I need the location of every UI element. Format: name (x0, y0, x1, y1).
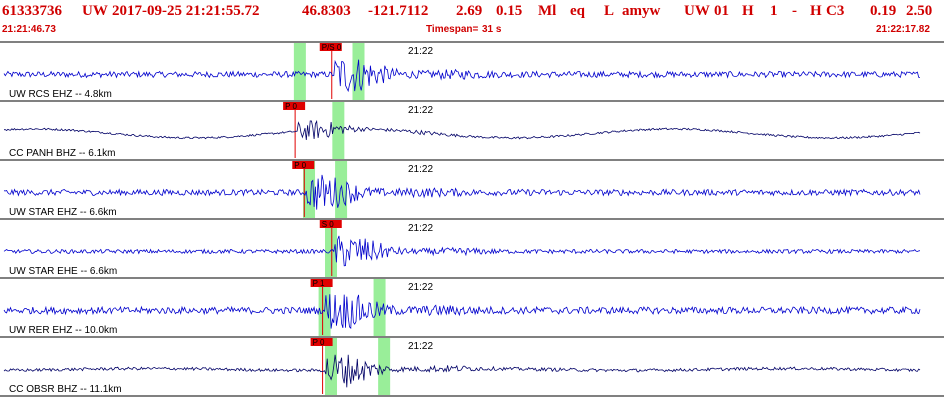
start-time: 21:21:46.73 (2, 24, 56, 35)
station-label: UW RCS EHZ -- 4.8km (9, 89, 112, 100)
pick-window (303, 161, 316, 218)
pick-label: P 0 (285, 102, 297, 111)
station-label: CC OBSR BHZ -- 11.1km (9, 384, 122, 395)
waveform (3, 354, 921, 388)
event-gtype: H (742, 3, 754, 19)
pick-window (373, 279, 386, 336)
end-time: 21:22:17.82 (876, 24, 930, 35)
event-rms: 0.19 (870, 3, 897, 19)
pick-flag[interactable] (319, 43, 342, 51)
pick-window (352, 43, 365, 100)
trace-panel[interactable]: P 1 21:22 UW RER EHZ -- 10.0km (0, 279, 944, 338)
event-header: 61333736 UW 2017-09-25 21:21:55.72 46.83… (0, 0, 944, 22)
event-datetime: 2017-09-25 21:21:55.72 (112, 3, 260, 19)
trace-panel[interactable]: P 0 21:22 UW STAR EHZ -- 6.6km (0, 161, 944, 220)
event-type: eq (570, 3, 585, 19)
trace-panel[interactable]: P 0 21:22 CC OBSR BHZ -- 11.1km (0, 338, 944, 397)
event-network: UW (82, 3, 108, 19)
event-dash: - (792, 3, 797, 19)
pick-label: P 1 (313, 279, 325, 288)
time-mark: 21:22 (408, 46, 433, 57)
event-version: 01 (714, 3, 729, 19)
station-label: CC PANH BHZ -- 6.1km (9, 148, 116, 159)
time-mark: 21:22 (408, 164, 433, 175)
event-c3: C3 (826, 3, 845, 19)
event-quality: 1 (770, 3, 778, 19)
pick-window (325, 338, 338, 395)
pick-window (325, 220, 338, 277)
pick-flag[interactable] (283, 102, 306, 110)
event-mag: 0.15 (496, 3, 523, 19)
event-author: amyw (622, 3, 661, 19)
event-depth: 2.69 (456, 3, 483, 19)
waveform (4, 119, 921, 141)
time-mark: 21:22 (408, 105, 433, 116)
pick-window (378, 338, 391, 395)
pick-label: P/S 0 (322, 43, 342, 52)
event-status: L (604, 3, 615, 19)
event-erh: 2.50 (906, 3, 933, 19)
trace-panel[interactable]: P/S 0 21:22 UW RCS EHZ -- 4.8km (0, 43, 944, 102)
event-lon: -121.7112 (368, 3, 429, 19)
timespan-label: Timespan= (426, 24, 479, 35)
event-lat: 46.8303 (302, 3, 351, 19)
trace-panel[interactable]: S 0 21:22 UW STAR EHE -- 6.6km (0, 220, 944, 279)
pick-flag[interactable] (292, 161, 315, 169)
pick-label: P 0 (313, 338, 325, 347)
time-mark: 21:22 (408, 282, 433, 293)
station-label: UW RER EHZ -- 10.0km (9, 325, 117, 336)
pick-window (293, 43, 306, 100)
waveform (3, 235, 921, 267)
time-mark: 21:22 (408, 341, 433, 352)
station-label: UW STAR EHE -- 6.6km (9, 266, 117, 277)
event-mag-type: Ml (538, 3, 557, 19)
event-subsource: UW (684, 3, 710, 19)
event-id: 61333736 (2, 3, 62, 19)
pick-flag[interactable] (310, 279, 333, 287)
event-quality-2: H (810, 3, 822, 19)
timespan-value: 31 s (482, 24, 502, 35)
waveform (3, 294, 921, 329)
waveform (3, 59, 920, 93)
pick-flag[interactable] (310, 338, 333, 346)
waveform (3, 174, 921, 210)
station-label: UW STAR EHZ -- 6.6km (9, 207, 117, 218)
pick-label: S 0 (322, 220, 335, 229)
pick-window (335, 161, 348, 218)
pick-flag[interactable] (319, 220, 342, 228)
time-mark: 21:22 (408, 223, 433, 234)
trace-panel[interactable]: P 0 21:22 CC PANH BHZ -- 6.1km (0, 102, 944, 161)
pick-label: P 0 (294, 161, 306, 170)
pick-window (332, 102, 345, 159)
